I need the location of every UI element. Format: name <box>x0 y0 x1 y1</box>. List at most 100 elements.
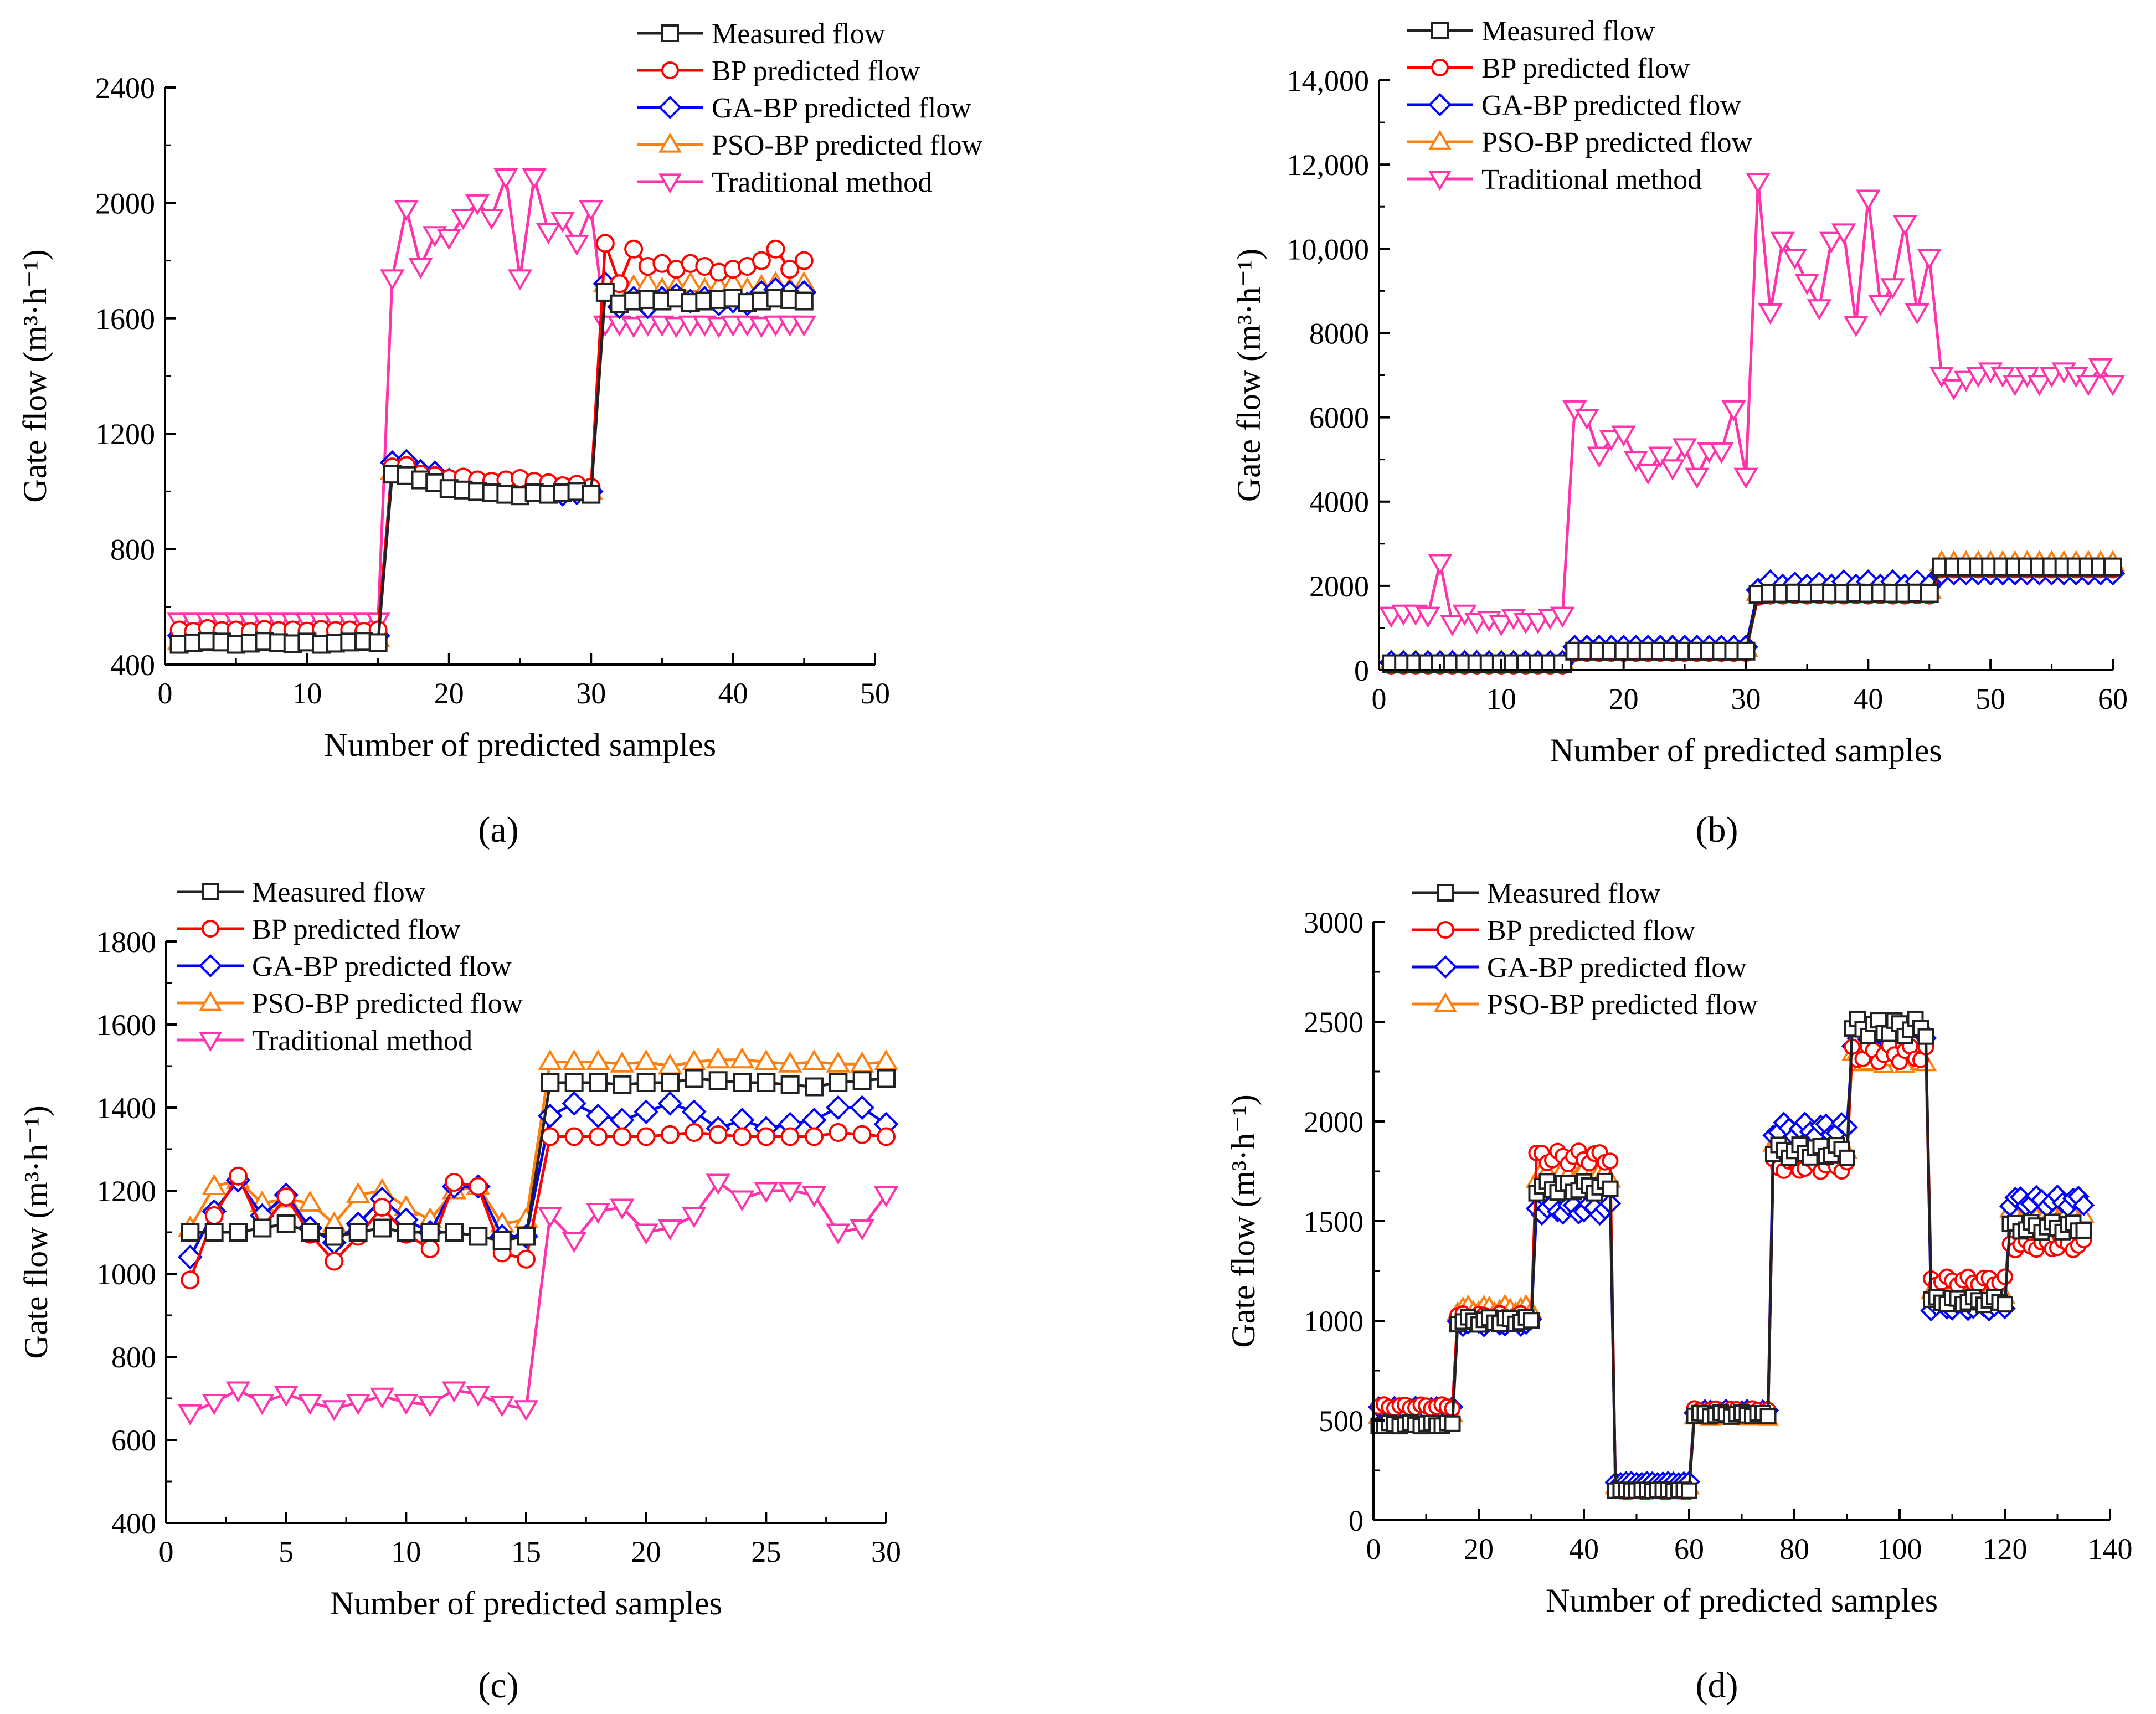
data-point <box>780 1075 800 1094</box>
data-point <box>708 1125 728 1144</box>
data-point <box>613 1127 632 1146</box>
series-traditional-method <box>1378 173 2126 637</box>
legend-item-pso-bp-predicted-flow: PSO-BP predicted flow <box>1407 127 1753 158</box>
data-point <box>1550 606 1575 628</box>
data-point <box>657 1091 683 1116</box>
legend-item-bp-predicted-flow: BP predicted flow <box>1407 53 1690 84</box>
data-point <box>451 208 476 230</box>
data-point <box>754 1049 779 1070</box>
data-point <box>1844 316 1869 337</box>
data-point <box>585 1049 611 1070</box>
legend-item-ga-bp-predicted-flow: GA-BP predicted flow <box>177 951 512 982</box>
data-point <box>1807 299 1832 321</box>
data-point <box>805 1077 824 1097</box>
data-point <box>729 1047 755 1069</box>
data-point <box>562 1091 586 1116</box>
data-point <box>1736 641 1756 661</box>
legend-marker <box>1431 22 1449 39</box>
data-point <box>1635 463 1661 485</box>
data-point <box>589 1073 608 1092</box>
legend-label: BP predicted flow <box>712 55 920 87</box>
data-point <box>873 1186 899 1208</box>
data-point <box>564 1127 584 1146</box>
data-point <box>181 1223 200 1242</box>
y-tick-label: 12,000 <box>1287 148 1370 182</box>
y-tick-label: 0 <box>1349 1504 1363 1537</box>
y-axis-label: Gate flow (m³·h⁻¹) <box>1231 249 1267 502</box>
data-point <box>204 1223 224 1242</box>
data-point <box>852 1125 872 1144</box>
y-tick-label: 1200 <box>95 418 155 451</box>
y-tick-label: 1000 <box>96 1258 156 1291</box>
x-tick-label: 30 <box>1731 682 1761 716</box>
x-tick-label: 120 <box>1983 1532 2028 1566</box>
data-point <box>541 1073 560 1092</box>
data-point <box>490 1396 514 1417</box>
chart-panel-c: 0 5 10 15 20 25 30 400 600 800 1000 1200 1400 1600 180… <box>18 877 901 1706</box>
data-point <box>661 1125 680 1144</box>
data-point <box>635 271 660 292</box>
legend-item-ga-bp-predicted-flow: GA-BP predicted flow <box>637 92 971 124</box>
data-point <box>369 1387 395 1409</box>
data-point <box>1709 442 1734 464</box>
data-point <box>394 1394 419 1416</box>
data-point <box>801 1186 827 1208</box>
series-measured-flow <box>169 282 814 654</box>
data-point <box>538 1049 563 1070</box>
data-point <box>780 1127 800 1146</box>
data-point <box>613 1075 632 1094</box>
legend-item-pso-bp-predicted-flow: PSO-BP predicted flow <box>637 130 983 161</box>
data-point <box>541 1127 560 1146</box>
data-point <box>276 1187 296 1207</box>
data-point <box>1997 1268 2013 1285</box>
data-point <box>564 234 589 256</box>
data-point <box>685 1069 704 1088</box>
data-point <box>791 315 817 337</box>
data-point <box>685 1123 704 1142</box>
data-point <box>585 1203 611 1224</box>
data-point <box>873 1049 899 1070</box>
legend-item-bp-predicted-flow: BP predicted flow <box>637 55 920 87</box>
data-point <box>585 1103 611 1129</box>
y-tick-label: 4000 <box>1309 486 1369 519</box>
data-point <box>706 1047 730 1069</box>
data-point <box>562 1232 586 1253</box>
data-point <box>2103 557 2122 577</box>
data-point <box>877 1127 896 1146</box>
data-point <box>1941 379 1967 401</box>
data-point <box>657 1219 683 1241</box>
y-tick-label: 1600 <box>96 1008 156 1042</box>
data-point <box>634 1223 658 1245</box>
data-point <box>276 1214 296 1233</box>
legend-label: PSO-BP predicted flow <box>252 988 523 1020</box>
legend-marker <box>1437 921 1454 939</box>
data-point <box>536 223 561 245</box>
legend-marker <box>1433 955 1458 979</box>
data-point <box>229 1166 248 1186</box>
legend-label: GA-BP predicted flow <box>712 92 971 124</box>
data-point <box>225 1381 251 1403</box>
legend-marker <box>1437 884 1454 902</box>
data-point <box>1574 409 1599 430</box>
data-point <box>794 251 814 270</box>
series-traditional-method <box>178 1173 899 1425</box>
legend-label: PSO-BP predicted flow <box>1487 989 1758 1021</box>
data-point <box>826 1051 851 1073</box>
data-point <box>492 1231 512 1250</box>
data-point <box>682 1207 707 1228</box>
data-point <box>1489 615 1514 637</box>
data-point <box>202 1173 227 1195</box>
x-tick-label: 20 <box>434 677 464 710</box>
legend-marker <box>202 920 219 938</box>
data-point <box>1953 370 1979 392</box>
data-point <box>682 1099 707 1124</box>
data-point <box>1782 249 1808 270</box>
data-point <box>368 633 388 652</box>
data-point <box>610 1051 635 1073</box>
data-point <box>1819 231 1844 253</box>
data-point <box>2076 375 2101 397</box>
y-tick-label: 1500 <box>1304 1205 1363 1238</box>
data-point <box>2072 1194 2095 1216</box>
legend-label: Measured flow <box>1481 16 1655 47</box>
series-line-measured-flow <box>179 289 805 646</box>
